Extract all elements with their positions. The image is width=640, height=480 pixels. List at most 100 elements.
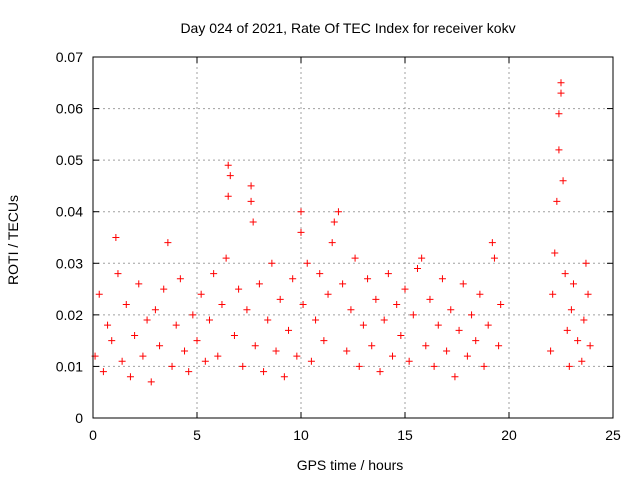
data-point [197,290,205,298]
data-point [210,270,218,278]
data-point [476,290,484,298]
data-point [160,285,168,293]
y-tick-label: 0.03 [56,255,83,271]
data-point [380,316,388,324]
data-point [172,321,180,329]
data-point [108,337,116,345]
data-point [251,342,259,350]
data-point [222,254,230,262]
data-point [455,326,463,334]
x-tick-label: 25 [605,427,621,443]
data-point [224,161,232,169]
data-point [293,352,301,360]
data-point [359,321,367,329]
data-point [451,373,459,381]
data-point [264,316,272,324]
data-point [551,249,559,257]
data-point [99,368,107,376]
data-point [584,290,592,298]
data-point [389,352,397,360]
x-tick-label: 20 [501,427,517,443]
data-point [484,321,492,329]
data-point [316,270,324,278]
data-point [468,311,476,319]
data-point [205,316,213,324]
data-point [447,306,455,314]
x-tick-label: 10 [293,427,309,443]
data-point [95,290,103,298]
data-point [164,239,172,247]
data-point [299,301,307,309]
data-point [393,301,401,309]
data-point [339,280,347,288]
data-point [185,368,193,376]
data-marks [91,79,594,386]
data-point [459,280,467,288]
data-point [324,290,332,298]
data-point [280,373,288,381]
data-point [495,342,503,350]
data-point [343,347,351,355]
data-point [272,347,280,355]
data-point [438,275,446,283]
data-point [230,331,238,339]
data-point [189,311,197,319]
y-tick-label: 0.04 [56,204,83,220]
data-point [118,357,126,365]
data-point [557,79,565,87]
data-point [574,337,582,345]
data-point [312,316,320,324]
data-point [247,197,255,205]
data-point [104,321,112,329]
y-tick-label: 0 [75,410,83,426]
y-tick-label: 0.07 [56,49,83,65]
data-point [328,239,336,247]
data-point [430,362,438,370]
data-point [249,218,257,226]
data-point [426,295,434,303]
data-point [401,285,409,293]
data-point [559,177,567,185]
y-axis-label: ROTI / TECUs [5,195,21,285]
data-point [555,110,563,118]
tick-labels: 0 5 10 15 20 25 0 0.01 0.02 0.03 0.04 0.05 0.06 0.07 [56,49,621,443]
data-point [582,259,590,267]
data-point [276,295,284,303]
data-point [409,311,417,319]
data-point [578,357,586,365]
data-point [355,362,363,370]
data-point [297,228,305,236]
data-point [418,254,426,262]
data-point [547,347,555,355]
x-tick-label: 5 [193,427,201,443]
data-point [384,270,392,278]
data-point [463,352,471,360]
y-tick-label: 0.02 [56,307,83,323]
x-axis-label: GPS time / hours [297,457,404,473]
y-tick-label: 0.01 [56,358,83,374]
data-point [561,270,569,278]
y-tick-label: 0.06 [56,101,83,117]
data-point [143,316,151,324]
data-point [320,337,328,345]
data-point [397,331,405,339]
data-point [131,331,139,339]
data-point [368,342,376,350]
data-point [243,306,251,314]
data-point [405,357,413,365]
data-point [472,337,480,345]
data-point [563,326,571,334]
data-point [351,254,359,262]
data-point [285,326,293,334]
data-point [226,172,234,180]
data-point [372,295,380,303]
data-point [434,321,442,329]
axis-ticks [92,56,614,419]
data-point [490,254,498,262]
data-point [147,378,155,386]
data-point [112,234,120,241]
data-point [289,275,297,283]
data-point [176,275,184,283]
data-point [557,89,565,97]
x-tick-label: 0 [89,427,97,443]
